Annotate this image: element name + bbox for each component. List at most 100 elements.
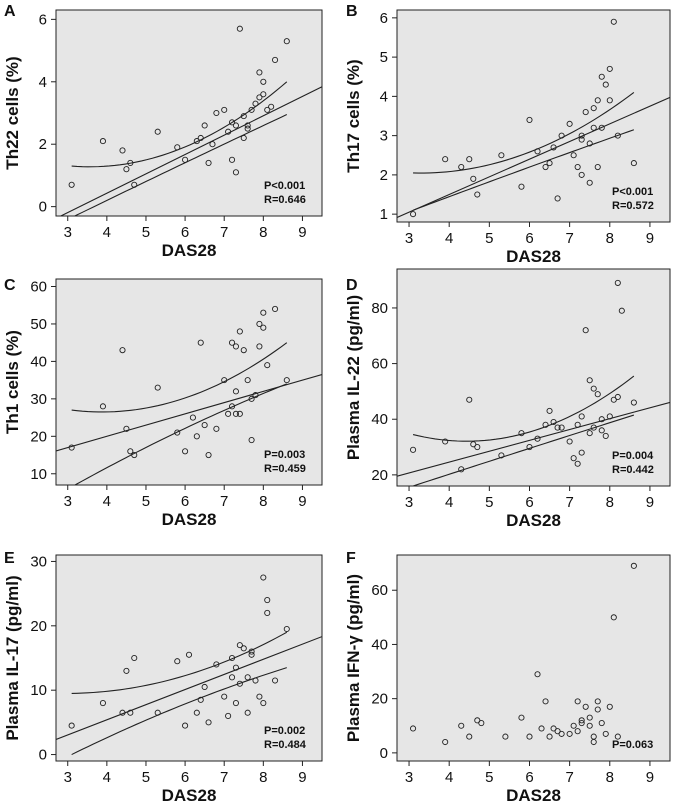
data-point: [189, 414, 196, 421]
data-point: [182, 156, 189, 163]
data-point: [586, 179, 593, 186]
data-point: [574, 460, 581, 467]
data-point: [550, 144, 557, 151]
x-tick-label: 8: [259, 493, 267, 510]
plot-area: [55, 278, 323, 486]
r-value-label: R=0.442: [612, 464, 654, 476]
y-tick-label: 4: [380, 88, 388, 105]
p-value-label: P=0.063: [612, 739, 653, 751]
data-point: [244, 122, 251, 129]
x-axis-title: DAS28: [162, 510, 217, 529]
data-point: [252, 100, 259, 107]
data-point: [546, 733, 553, 740]
data-point: [127, 159, 134, 166]
data-point: [554, 195, 561, 202]
data-point: [197, 339, 204, 346]
y-tick-label: 4: [39, 74, 47, 91]
data-point: [534, 148, 541, 155]
data-point: [474, 443, 481, 451]
data-point: [606, 703, 613, 710]
data-point: [550, 725, 557, 732]
data-point: [232, 700, 239, 707]
x-tick-label: 4: [103, 224, 111, 241]
data-point: [558, 132, 565, 139]
data-point: [546, 407, 553, 414]
data-point: [466, 156, 473, 163]
y-tick-label: 3: [380, 128, 388, 145]
data-point: [598, 124, 605, 131]
y-tick-label: 0: [380, 745, 388, 762]
p-value-label: P<0.001: [612, 186, 653, 198]
data-point: [586, 722, 593, 729]
data-point: [283, 377, 290, 384]
x-tick-label: 8: [606, 769, 614, 786]
ci-lower-curve: [71, 667, 287, 756]
ci-upper-curve: [71, 342, 288, 413]
x-tick-label: 8: [259, 224, 267, 241]
data-point: [606, 413, 613, 420]
data-point: [570, 722, 577, 729]
y-tick-label: 60: [30, 278, 47, 295]
data-point: [244, 377, 251, 384]
y-axis-title: Plasma IL-17 (pg/ml): [3, 575, 22, 740]
plot-area: [396, 268, 671, 487]
data-point: [260, 324, 267, 331]
data-point: [260, 78, 267, 85]
data-point: [236, 328, 243, 335]
y-tick-label: 5: [380, 49, 388, 66]
data-point: [283, 625, 290, 633]
x-tick-label: 4: [103, 493, 111, 510]
x-tick-label: 3: [405, 494, 413, 511]
y-tick-label: 10: [30, 682, 47, 699]
data-point: [594, 391, 601, 398]
y-tick-label: 30: [30, 553, 47, 570]
data-point: [590, 385, 597, 392]
x-tick-label: 9: [298, 769, 306, 786]
data-point: [574, 728, 581, 735]
y-tick-label: 80: [371, 300, 388, 317]
data-point: [213, 425, 220, 432]
data-point: [240, 645, 247, 652]
ci-lower-curve: [412, 129, 635, 211]
x-axis-title: DAS28: [162, 786, 217, 805]
data-point: [225, 712, 232, 719]
data-point: [578, 413, 585, 420]
regression-line: [397, 401, 670, 477]
data-point: [598, 416, 605, 423]
panel-letter: E: [4, 550, 15, 567]
y-tick-label: 30: [30, 391, 47, 408]
data-point: [578, 717, 585, 724]
data-point: [594, 698, 601, 705]
x-tick-label: 5: [142, 224, 150, 241]
data-point: [127, 709, 134, 716]
p-value-label: P=0.002: [264, 725, 305, 737]
plot-area: [55, 9, 323, 217]
y-tick-label: 2: [39, 136, 47, 153]
data-point: [470, 175, 477, 182]
x-axis-title: DAS28: [162, 241, 217, 260]
data-point: [566, 120, 573, 127]
panel-c: C 3 4 5 6 7 8 9 10 20 30 40 50 60 DAS28 Th1 cells (%) P=…: [3, 277, 323, 529]
data-point: [256, 320, 263, 328]
data-point: [538, 725, 545, 732]
data-point: [236, 680, 243, 687]
x-tick-label: 7: [565, 230, 573, 247]
y-tick-label: 2: [380, 167, 388, 184]
data-point: [123, 425, 130, 432]
x-tick-label: 6: [525, 230, 533, 247]
panel-letter: C: [4, 277, 16, 294]
data-point: [518, 714, 525, 721]
x-tick-label: 9: [646, 230, 654, 247]
data-point: [127, 448, 134, 455]
data-point: [154, 709, 161, 716]
data-point: [566, 730, 573, 737]
r-value-label: R=0.646: [264, 194, 306, 206]
data-point: [458, 163, 465, 171]
data-point: [205, 159, 212, 166]
x-tick-label: 6: [181, 493, 189, 510]
data-point: [228, 674, 236, 681]
data-point: [232, 410, 239, 417]
data-point: [610, 614, 617, 621]
data-point: [201, 683, 208, 691]
